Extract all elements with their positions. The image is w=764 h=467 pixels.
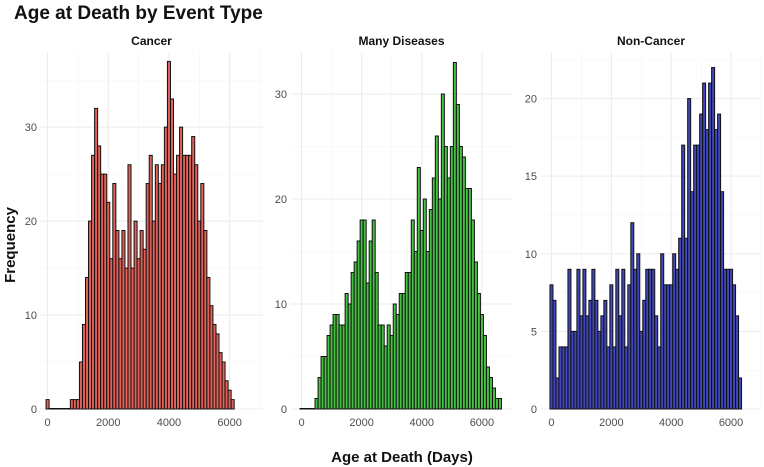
y-tick-label: 30 — [25, 122, 37, 134]
x-tick-label: 6000 — [217, 417, 241, 429]
histogram-bar — [45, 399, 50, 410]
histogram-bar — [497, 398, 502, 410]
y-tick-label: 0 — [531, 404, 537, 416]
y-axis-label: Frequency — [2, 206, 19, 283]
x-axis-label: Age at Death (Days) — [331, 449, 473, 466]
x-tick-label: 4000 — [410, 417, 434, 429]
histogram-bar — [735, 315, 740, 410]
y-tick-label: 20 — [525, 94, 537, 106]
x-tick-label: 4000 — [157, 417, 181, 429]
y-tick-label: 5 — [531, 326, 537, 338]
histogram-bar — [738, 377, 743, 410]
x-tick-label: 6000 — [470, 417, 494, 429]
facet-title: Many Diseases — [358, 34, 444, 48]
chart-title: Age at Death by Event Type — [14, 3, 263, 24]
y-tick-label: 10 — [525, 249, 537, 261]
y-tick-label: 0 — [31, 404, 37, 416]
y-tick-label: 30 — [275, 89, 287, 101]
facet-title: Cancer — [131, 34, 172, 48]
x-tick-label: 0 — [298, 417, 304, 429]
histogram-bar — [621, 268, 626, 410]
x-tick-label: 0 — [548, 417, 554, 429]
facet-non-cancer: Non-Cancer 0 2000 4000 6000 0 5 10 15 20 — [525, 34, 762, 429]
y-tick-label: 0 — [281, 404, 287, 416]
x-tick-label: 2000 — [96, 417, 120, 429]
histogram-bar — [552, 299, 557, 410]
x-tick-label: 4000 — [659, 417, 683, 429]
y-tick-label: 20 — [25, 216, 37, 228]
y-tick-label: 10 — [275, 299, 287, 311]
x-tick-label: 0 — [45, 417, 51, 429]
y-tick-label: 10 — [25, 310, 37, 322]
facet-many-diseases: Many Diseases 0 2000 4000 6000 0 10 20 30 — [275, 34, 513, 429]
x-tick-label: 6000 — [719, 417, 743, 429]
facet-cancer: Cancer 0 2000 4000 6000 0 10 20 30 — [25, 34, 263, 429]
facet-title: Non-Cancer — [617, 34, 685, 48]
x-tick-label: 2000 — [599, 417, 623, 429]
y-tick-label: 20 — [275, 194, 287, 206]
x-tick-label: 2000 — [349, 417, 373, 429]
histogram-bar — [230, 399, 235, 410]
y-tick-label: 15 — [525, 171, 537, 183]
